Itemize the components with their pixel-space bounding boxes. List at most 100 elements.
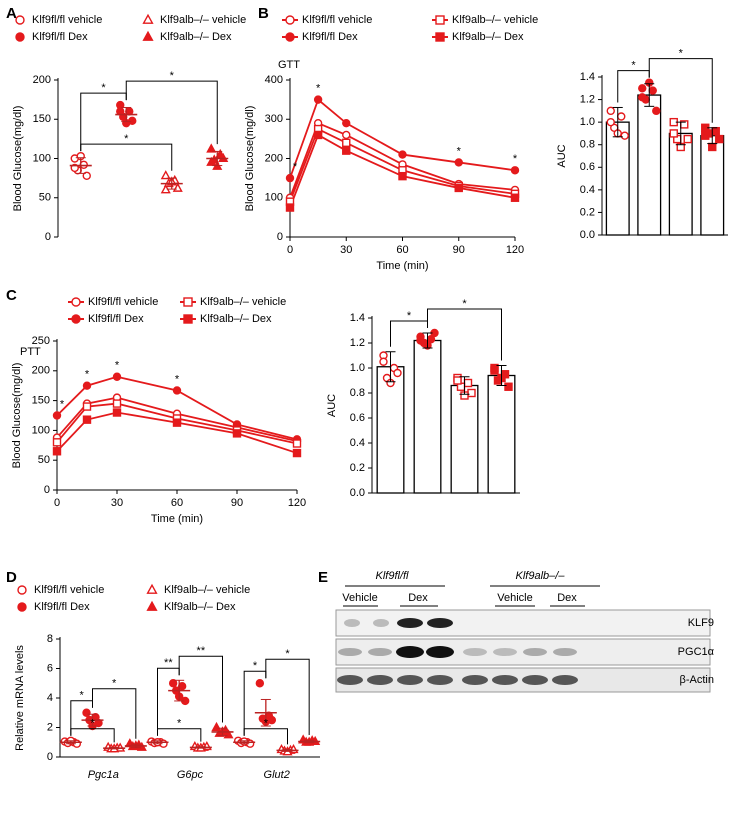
- data-point: [82, 415, 92, 424]
- data-point: [454, 183, 463, 193]
- data-point: [669, 129, 678, 138]
- data-point: [285, 173, 295, 183]
- data-point: [52, 438, 62, 447]
- y-tick-label: 200: [265, 152, 283, 164]
- legend-marker: [146, 583, 158, 594]
- significance-label: *: [124, 133, 129, 145]
- y-axis-label: AUC: [556, 144, 568, 167]
- significance-label: *: [177, 718, 182, 730]
- y-tick-label: 0.4: [580, 184, 595, 196]
- data-point: [232, 429, 242, 438]
- bar: [637, 94, 662, 236]
- data-point: [708, 142, 717, 152]
- y-tick-label: 1.4: [580, 71, 595, 83]
- significance-label: **: [197, 645, 206, 657]
- blot-row-label: PGC1α: [678, 646, 715, 658]
- significance-label: *: [60, 398, 65, 410]
- y-tick-label: 1.4: [350, 312, 365, 324]
- series-line: [56, 396, 298, 443]
- x-tick-label: Pgc1a: [88, 769, 119, 781]
- band: [396, 646, 424, 658]
- bar: [376, 366, 405, 494]
- legend-label: Klf9alb–/– vehicle: [164, 584, 250, 596]
- data-point: [82, 171, 91, 180]
- band: [523, 648, 547, 656]
- x-tick-label: 90: [453, 244, 465, 256]
- data-point: [342, 138, 351, 148]
- y-axis-label: Blood Glucose(mg/dl): [11, 363, 23, 469]
- series-line: [289, 121, 516, 199]
- bar: [487, 374, 516, 494]
- significance-label: **: [164, 657, 173, 669]
- band: [552, 675, 578, 685]
- y-tick-label: 2: [47, 721, 53, 733]
- data-point: [398, 150, 407, 159]
- x-tick-label: 30: [111, 497, 123, 509]
- significance-label: *: [631, 60, 636, 72]
- blot-row-label: β-Actin: [680, 674, 714, 686]
- data-point: [701, 131, 710, 140]
- y-axis-label: AUC: [326, 394, 338, 417]
- data-point: [82, 708, 91, 717]
- panel-letter: E: [318, 569, 328, 586]
- y-tick-label: 1.2: [580, 93, 595, 105]
- y-tick-label: 0.6: [350, 412, 365, 424]
- significance-label: *: [316, 83, 321, 95]
- data-point: [172, 386, 182, 395]
- y-tick-label: 1.2: [350, 337, 365, 349]
- legend-label: Klf9fl/fl Dex: [34, 601, 90, 613]
- band: [427, 675, 453, 685]
- legend-label: Klf9alb–/– Dex: [452, 31, 524, 43]
- data-point: [510, 193, 520, 202]
- blot-lane-label: Vehicle: [497, 592, 532, 604]
- legend-label: Klf9alb–/– vehicle: [452, 14, 538, 26]
- significance-label: *: [457, 145, 462, 157]
- y-tick-label: 400: [265, 74, 283, 86]
- significance-bracket: [125, 80, 218, 145]
- y-tick-label: 0: [277, 231, 283, 243]
- blot-lane-label: Dex: [557, 592, 577, 604]
- band: [338, 648, 362, 656]
- data-point: [453, 376, 462, 385]
- blot-lane-label: Vehicle: [342, 592, 377, 604]
- data-point: [467, 388, 476, 398]
- legend-marker: [15, 15, 25, 25]
- data-point: [285, 203, 295, 212]
- y-tick-label: 6: [47, 662, 53, 674]
- series-line: [289, 127, 516, 203]
- significance-label: *: [293, 161, 298, 173]
- panel-letter: D: [6, 569, 17, 586]
- legend-marker: [183, 297, 193, 307]
- data-point: [313, 95, 323, 104]
- data-point: [342, 130, 351, 140]
- legend-marker: [142, 30, 154, 41]
- band: [492, 675, 518, 685]
- data-point: [292, 448, 302, 458]
- y-tick-label: 8: [47, 633, 53, 645]
- band: [463, 648, 487, 656]
- data-point: [606, 117, 615, 127]
- legend-marker: [285, 32, 295, 42]
- y-tick-label: 50: [39, 192, 51, 204]
- legend-label: Klf9alb–/– vehicle: [200, 296, 286, 308]
- x-tick-label: 30: [340, 244, 352, 256]
- legend-marker: [15, 32, 25, 42]
- data-point: [342, 146, 351, 155]
- y-tick-label: 0.4: [350, 437, 365, 449]
- significance-label: *: [285, 648, 290, 660]
- y-tick-label: 0: [45, 231, 51, 243]
- data-point: [313, 130, 323, 140]
- band: [337, 675, 363, 685]
- significance-label: *: [407, 310, 412, 322]
- y-tick-label: 50: [38, 454, 50, 466]
- data-point: [711, 126, 720, 136]
- chart-title: GTT: [278, 59, 300, 71]
- x-tick-label: 60: [171, 497, 183, 509]
- significance-label: *: [264, 718, 269, 730]
- y-tick-label: 0.0: [580, 229, 595, 241]
- data-point: [504, 382, 513, 391]
- x-tick-label: G6pc: [177, 769, 204, 781]
- y-tick-label: 0.8: [350, 387, 365, 399]
- legend-label: Klf9fl/fl vehicle: [88, 296, 158, 308]
- data-point: [638, 84, 647, 93]
